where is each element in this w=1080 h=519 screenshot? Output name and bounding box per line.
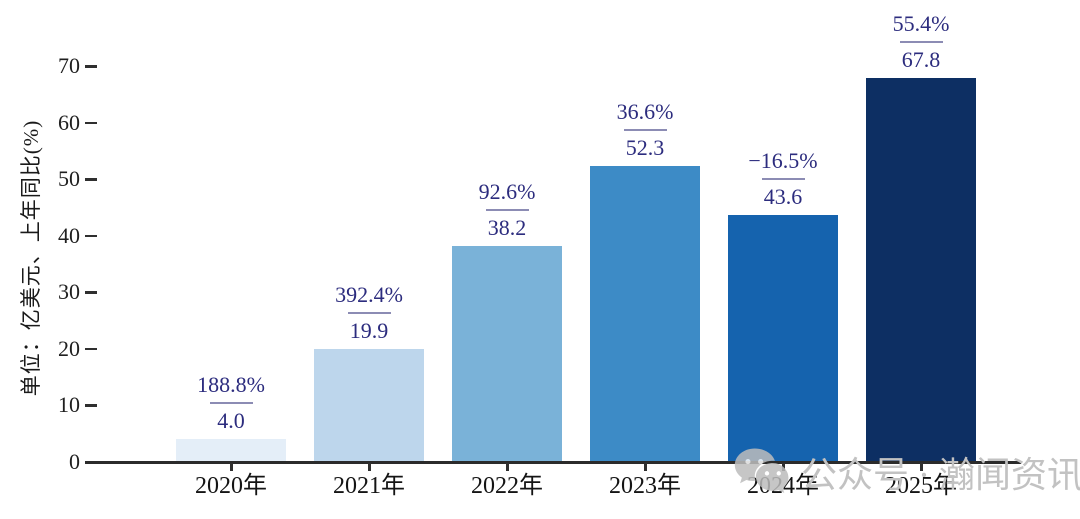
x-tick-mark [644, 463, 647, 471]
value-label: 4.0 [217, 408, 245, 433]
bar-2025年 [866, 78, 976, 462]
y-tick-label: 10 [58, 392, 80, 418]
value-label: 19.9 [349, 318, 389, 343]
y-tick-mark [85, 404, 97, 407]
value-label: 67.8 [901, 47, 941, 72]
bar-2021年 [314, 349, 424, 462]
x-tick-label: 2025年 [885, 473, 957, 499]
x-tick-mark [782, 463, 785, 471]
growth-label: 55.4% [892, 11, 950, 37]
growth-label: 36.6% [616, 99, 674, 125]
y-tick-label: 70 [58, 53, 80, 78]
value-label: 43.6 [763, 184, 803, 209]
growth-label: −16.5% [748, 148, 818, 174]
x-tick-mark [230, 463, 233, 471]
y-tick-label: 60 [58, 109, 80, 135]
y-tick-label: 40 [58, 222, 80, 248]
x-tick-mark [920, 463, 923, 471]
x-tick-label: 2022年 [471, 473, 543, 499]
fraction-line [761, 178, 805, 180]
bar-annotation: −16.5% 43.6 [713, 148, 853, 209]
bar-2024年 [728, 215, 838, 462]
y-tick-mark [85, 121, 97, 125]
growth-label: 92.6% [478, 179, 536, 205]
bar-2022年 [452, 246, 562, 462]
value-label: 38.2 [487, 215, 527, 240]
growth-label: 392.4% [335, 282, 403, 308]
x-tick-label: 2021年 [333, 473, 405, 499]
x-tick-mark [506, 463, 509, 471]
y-tick-label: 30 [58, 279, 80, 305]
bar-annotation: 392.4% 19.9 [299, 282, 439, 343]
fraction-line [623, 129, 667, 131]
bar-2020年 [176, 439, 286, 462]
fraction-line [347, 312, 391, 314]
growth-label: 188.8% [197, 372, 265, 398]
x-tick-label: 2020年 [195, 473, 267, 499]
fraction-line [209, 402, 253, 404]
x-axis-line [85, 461, 1021, 464]
y-tick-mark [85, 65, 97, 68]
fraction-line [485, 209, 529, 211]
bar-annotation: 55.4% 67.8 [851, 11, 991, 72]
bar-annotation: 188.8% 4.0 [161, 372, 301, 433]
value-label: 52.3 [625, 135, 665, 160]
y-tick-mark [85, 347, 97, 351]
x-tick-label: 2023年 [609, 473, 681, 499]
x-tick-label: 2024年 [747, 473, 819, 499]
y-tick-label: 50 [58, 166, 80, 192]
y-tick-label: 0 [69, 449, 80, 474]
fraction-line [899, 41, 943, 43]
y-tick-label: 20 [58, 335, 80, 361]
bar-annotation: 36.6% 52.3 [575, 99, 715, 160]
y-tick-mark [85, 291, 97, 294]
bar-annotation: 92.6% 38.2 [437, 179, 577, 240]
x-tick-mark [368, 463, 371, 471]
y-tick-mark [85, 178, 97, 181]
bar-2023年 [590, 166, 700, 462]
y-tick-mark [85, 234, 97, 238]
